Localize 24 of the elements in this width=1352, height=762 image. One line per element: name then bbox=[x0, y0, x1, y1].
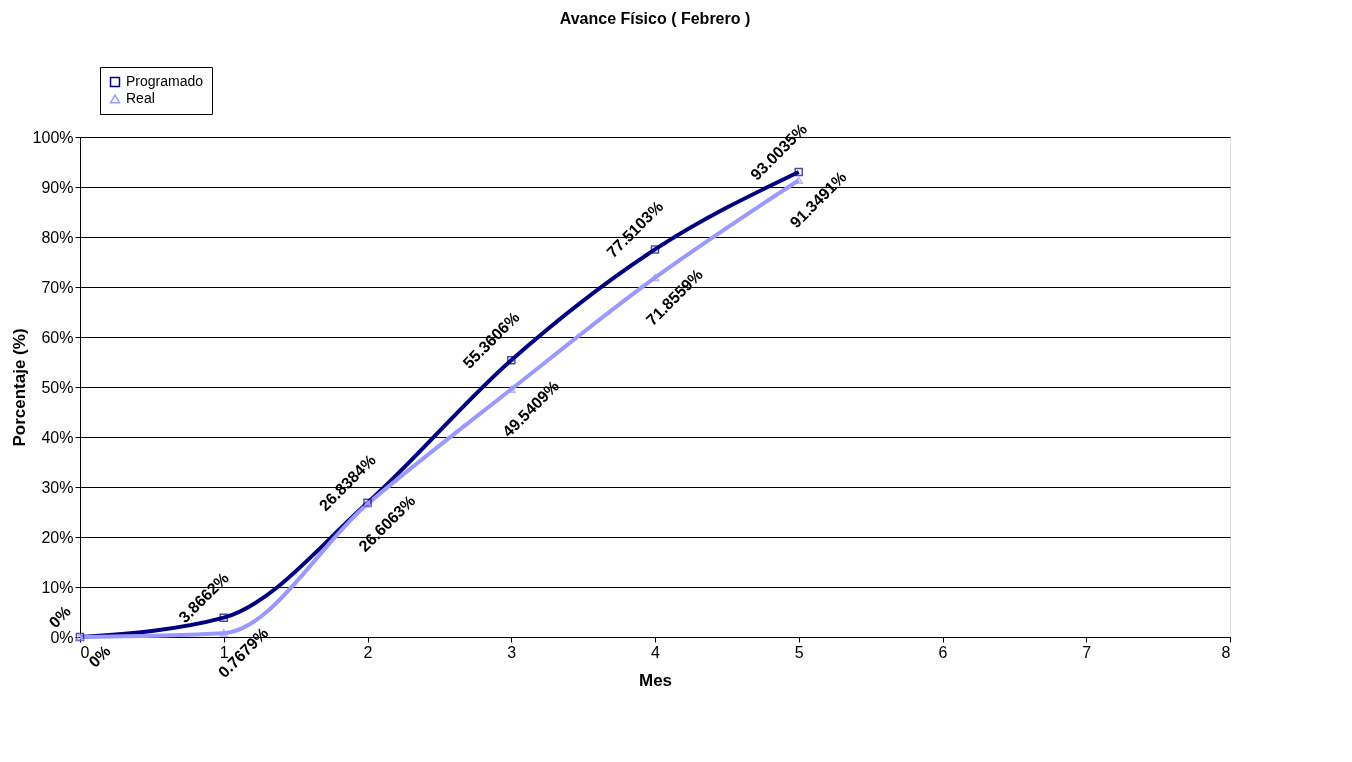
x-tick-label: 6 bbox=[938, 643, 948, 661]
y-tick-label: 90% bbox=[41, 178, 74, 196]
y-tick-label: 30% bbox=[41, 478, 74, 496]
x-axis-title: Mes bbox=[638, 670, 673, 690]
x-tick-label: 0 bbox=[80, 643, 90, 661]
y-tick-label: 60% bbox=[41, 328, 74, 346]
x-tick-label: 8 bbox=[1221, 643, 1231, 661]
x-tick-label: 5 bbox=[794, 643, 804, 661]
y-axis-title: Porcentaje (%) bbox=[9, 328, 29, 447]
x-tick-label: 2 bbox=[363, 643, 373, 661]
y-tick-label: 0% bbox=[50, 628, 74, 646]
y-tick-label: 70% bbox=[41, 278, 74, 296]
chart-title: Avance Físico ( Febrero ) bbox=[559, 9, 751, 27]
x-tick-label: 4 bbox=[651, 643, 661, 661]
y-tick-label: 80% bbox=[41, 228, 74, 246]
y-tick-label: 40% bbox=[41, 428, 74, 446]
y-tick-label: 20% bbox=[41, 528, 74, 546]
y-tick-label: 10% bbox=[41, 578, 74, 596]
x-tick-label: 7 bbox=[1082, 643, 1092, 661]
x-tick-label: 3 bbox=[507, 643, 517, 661]
legend-label: Programado bbox=[126, 73, 204, 89]
y-tick-label: 50% bbox=[41, 378, 74, 396]
legend-label: Real bbox=[126, 90, 155, 106]
y-tick-label: 100% bbox=[32, 128, 74, 146]
